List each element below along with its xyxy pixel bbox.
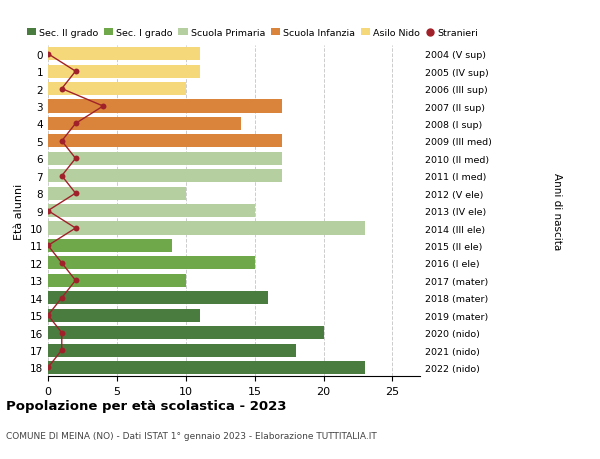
Point [57,86,67,93]
Text: COMUNE DI MEINA (NO) - Dati ISTAT 1° gennaio 2023 - Elaborazione TUTTITALIA.IT: COMUNE DI MEINA (NO) - Dati ISTAT 1° gen… [6,431,377,441]
Bar [48,205,254,218]
Bar [48,83,186,96]
Bar [48,100,282,113]
Point [57,347,67,354]
Point [43,312,53,319]
Bar [48,187,186,200]
Point [71,190,80,197]
Bar [48,152,282,166]
Point [71,68,80,76]
Bar [48,257,254,270]
Point [71,277,80,285]
Bar [48,361,365,374]
Bar [48,309,200,322]
Point [98,103,108,111]
Point [57,173,67,180]
Bar [48,274,186,287]
Point [71,121,80,128]
Point [71,225,80,232]
Bar [48,66,200,78]
Point [43,207,53,215]
Bar [48,118,241,131]
Point [43,364,53,371]
Bar [48,170,282,183]
Bar [48,326,323,339]
Bar [48,344,296,357]
Bar [48,222,365,235]
Bar [48,240,172,252]
Legend: Sec. II grado, Sec. I grado, Scuola Primaria, Scuola Infanzia, Asilo Nido, Stran: Sec. II grado, Sec. I grado, Scuola Prim… [27,29,478,38]
Bar [48,135,282,148]
Point [43,242,53,250]
Point [57,329,67,336]
Text: Popolazione per età scolastica - 2023: Popolazione per età scolastica - 2023 [6,399,287,412]
Y-axis label: Età alunni: Età alunni [14,183,25,239]
Bar [48,291,268,305]
Point [43,51,53,58]
Point [57,138,67,145]
Point [57,260,67,267]
Y-axis label: Anni di nascita: Anni di nascita [552,173,562,250]
Bar [48,48,200,61]
Point [57,294,67,302]
Point [71,155,80,162]
